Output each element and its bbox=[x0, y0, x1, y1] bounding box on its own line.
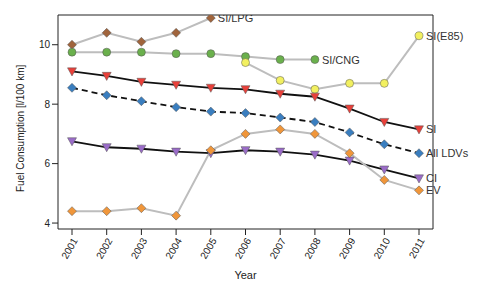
svg-text:2008: 2008 bbox=[302, 236, 323, 261]
svg-text:2001: 2001 bbox=[59, 236, 80, 261]
svg-text:Fuel Consumption [l/100 km]: Fuel Consumption [l/100 km] bbox=[15, 64, 26, 192]
svg-text:2002: 2002 bbox=[94, 236, 115, 261]
svg-text:All LDVs: All LDVs bbox=[426, 147, 469, 159]
svg-text:SI(E85): SI(E85) bbox=[426, 30, 463, 42]
svg-text:EV: EV bbox=[426, 184, 441, 196]
svg-text:2011: 2011 bbox=[407, 236, 427, 261]
svg-text:6: 6 bbox=[44, 158, 50, 169]
svg-text:2007: 2007 bbox=[267, 236, 288, 261]
svg-text:CI: CI bbox=[426, 172, 437, 184]
svg-text:SI/LPG: SI/LPG bbox=[218, 15, 253, 24]
svg-text:2004: 2004 bbox=[163, 236, 184, 261]
svg-text:SI/CNG: SI/CNG bbox=[322, 54, 360, 66]
svg-text:8: 8 bbox=[44, 99, 50, 110]
svg-text:10: 10 bbox=[39, 39, 51, 50]
svg-text:2010: 2010 bbox=[372, 236, 393, 261]
svg-text:4: 4 bbox=[44, 218, 50, 229]
svg-text:Year: Year bbox=[234, 269, 257, 281]
svg-text:2003: 2003 bbox=[129, 236, 150, 261]
svg-text:SI: SI bbox=[426, 123, 436, 135]
svg-text:2006: 2006 bbox=[233, 236, 254, 261]
svg-text:2009: 2009 bbox=[337, 236, 358, 261]
svg-text:2005: 2005 bbox=[198, 236, 219, 261]
